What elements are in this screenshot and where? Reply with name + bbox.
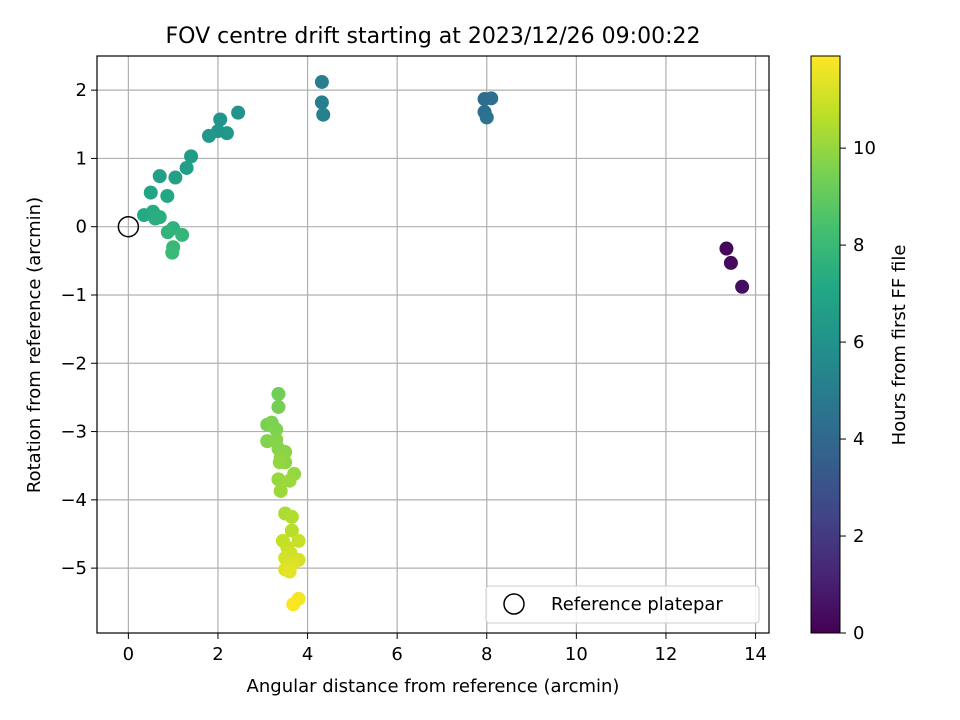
data-point — [271, 399, 286, 414]
data-point — [484, 91, 499, 106]
data-point — [719, 241, 734, 256]
data-point — [175, 227, 190, 242]
data-point — [165, 245, 180, 260]
colorbar-tick-label: 0 — [853, 623, 864, 644]
legend-reference-marker — [503, 593, 525, 615]
data-point — [271, 472, 286, 487]
data-point — [479, 110, 494, 125]
data-point — [282, 564, 297, 579]
plot-frame — [96, 55, 770, 634]
colorbar-ticks: 0 2 4 6 8 10 — [840, 138, 876, 644]
y-tick-label: −2 — [60, 353, 87, 374]
y-tick-label: −1 — [60, 285, 87, 306]
data-point — [273, 483, 288, 498]
colorbar-tick-label: 4 — [853, 429, 864, 450]
x-tick-label: 8 — [481, 644, 492, 665]
reference-platepar-marker — [117, 215, 140, 238]
x-tick-label: 0 — [123, 644, 134, 665]
data-point — [168, 170, 183, 185]
data-point — [269, 422, 284, 437]
legend-label-reference: Reference platepar — [551, 594, 723, 615]
reference-marker-group — [117, 215, 140, 238]
x-tick-label: 14 — [744, 644, 767, 665]
y-tick-label: 2 — [76, 80, 87, 101]
y-axis-ticks: 2 1 0 −1 −2 −3 −4 −5 — [60, 80, 97, 579]
colorbar-label: Hours from first FF file — [889, 245, 910, 446]
legend: Reference platepar — [485, 585, 760, 624]
data-point — [152, 210, 167, 225]
x-tick-label: 12 — [655, 644, 678, 665]
data-point — [213, 112, 228, 127]
data-point — [184, 149, 199, 164]
chart-title: FOV centre drift starting at 2023/12/26 … — [166, 24, 701, 49]
data-point — [735, 279, 750, 294]
legend-box — [485, 585, 760, 624]
data-point — [152, 169, 167, 184]
colorbar-tick-label: 2 — [853, 526, 864, 547]
colorbar-tick-label: 6 — [853, 332, 864, 353]
data-point — [282, 473, 297, 488]
x-tick-label: 6 — [391, 644, 402, 665]
x-axis-label: Angular distance from reference (arcmin) — [247, 676, 620, 697]
data-point — [179, 160, 194, 175]
plot-area — [97, 56, 769, 633]
data-point — [231, 105, 246, 120]
data-point — [723, 255, 738, 270]
data-point — [160, 225, 175, 240]
data-point — [284, 523, 299, 538]
x-tick-label: 10 — [565, 644, 588, 665]
x-tick-label: 2 — [212, 644, 223, 665]
x-axis-ticks: 0 2 4 6 8 10 12 14 — [123, 633, 767, 665]
data-point — [291, 533, 306, 548]
data-point — [314, 95, 329, 110]
data-point — [202, 128, 216, 143]
data-point — [160, 188, 175, 203]
data-point — [286, 597, 301, 612]
y-tick-label: 0 — [76, 217, 87, 238]
y-tick-label: 1 — [76, 148, 87, 169]
colorbar-tick-label: 10 — [853, 138, 876, 159]
y-tick-label: −4 — [60, 490, 87, 511]
data-point — [272, 455, 287, 470]
data-point — [271, 387, 286, 402]
y-tick-label: −5 — [60, 558, 87, 579]
data-points — [137, 74, 750, 612]
colorbar — [810, 55, 841, 634]
data-point — [219, 126, 234, 141]
data-point — [316, 107, 331, 122]
y-axis-label: Rotation from reference (arcmin) — [24, 197, 45, 493]
colorbar-tick-label: 8 — [853, 235, 864, 256]
data-point — [143, 185, 158, 200]
x-tick-label: 4 — [302, 644, 313, 665]
data-point — [284, 509, 299, 524]
grid — [97, 56, 769, 633]
y-tick-label: −3 — [60, 422, 87, 443]
data-point — [314, 74, 329, 89]
